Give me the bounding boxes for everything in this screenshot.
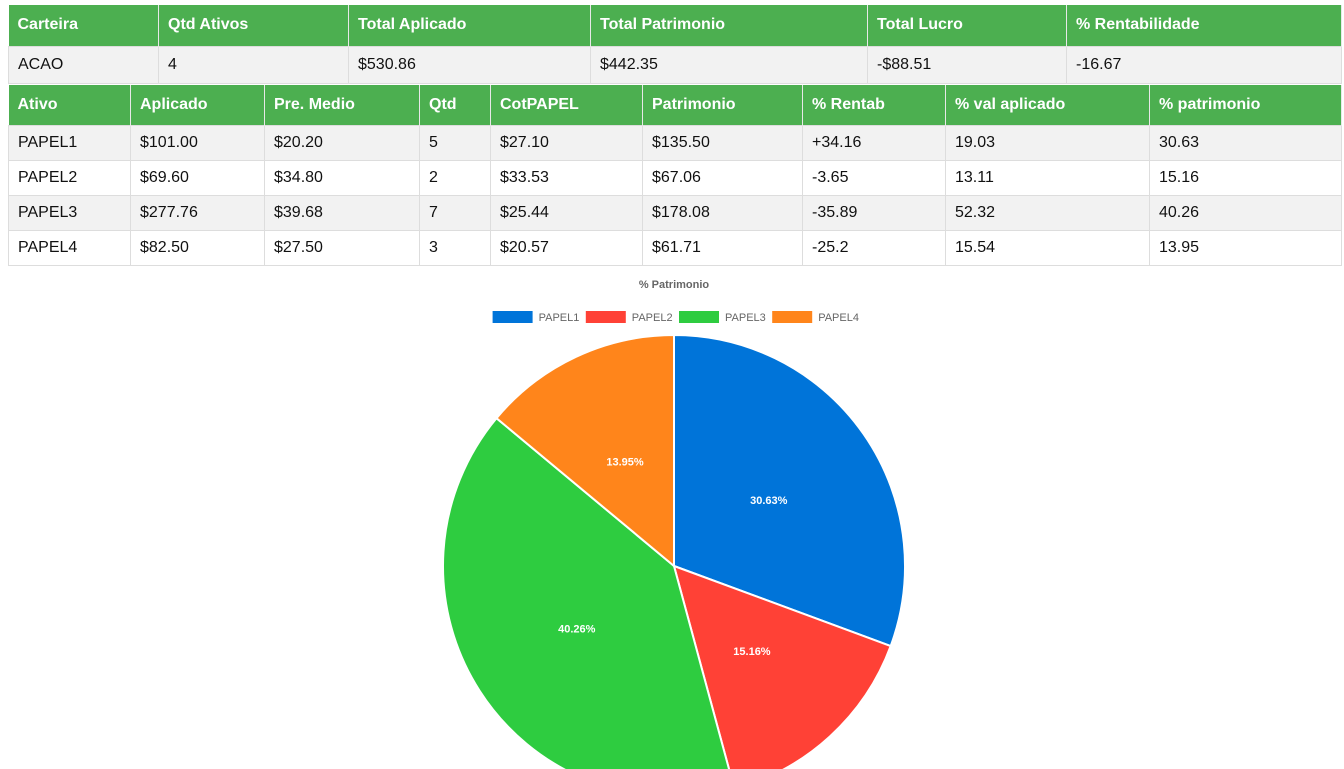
asset-cell: $67.06	[642, 160, 803, 196]
asset-cell: 19.03	[945, 125, 1150, 161]
summary-header-cell: Total Aplicado	[348, 5, 591, 46]
legend-swatch	[772, 311, 813, 323]
summary-cell: ACAO	[8, 45, 159, 84]
asset-cell: $101.00	[130, 125, 265, 161]
chart-legend: PAPEL1 PAPEL2 PAPEL3 PAPEL4	[492, 311, 859, 324]
pie-slice-papel2[interactable]	[672, 564, 892, 769]
summary-table: Carteira Qtd Ativos Total Aplicado Total…	[8, 5, 1342, 84]
asset-cell: PAPEL2	[8, 160, 131, 196]
chart-title: % Patrimonio	[639, 279, 710, 291]
asset-cell: 3	[419, 230, 491, 266]
asset-cell: PAPEL4	[8, 230, 131, 266]
summary-cell: 4	[158, 45, 349, 84]
pie-slice-papel1[interactable]	[673, 333, 906, 648]
asset-row: PAPEL2 $69.60 $34.80 2 $33.53 $67.06 -3.65 13.1…	[8, 160, 1342, 196]
asset-cell: 15.54	[945, 230, 1150, 266]
assets-header-cell: % patrimonio	[1149, 84, 1342, 126]
asset-cell: 13.11	[945, 160, 1150, 196]
summary-row: ACAO 4 $530.86 $442.35 -$88.51 -16.67	[8, 45, 1342, 84]
asset-cell: $135.50	[642, 125, 803, 161]
asset-cell: PAPEL1	[8, 125, 131, 161]
summary-header-cell: Qtd Ativos	[158, 5, 349, 46]
assets-header-cell: CotPAPEL	[490, 84, 643, 126]
asset-cell: $39.68	[264, 195, 420, 231]
assets-header-cell: Qtd	[419, 84, 491, 126]
legend-label: PAPEL2	[632, 312, 673, 324]
asset-cell: 30.63	[1149, 125, 1342, 161]
slice-label: 15.16%	[733, 646, 771, 658]
summary-header-cell: Total Patrimonio	[590, 5, 868, 46]
patrimonio-pie-chart: % Patrimonio PAPEL1 PAPEL2 PAPEL3 PAPEL4 30…	[442, 279, 906, 769]
asset-cell: $20.57	[490, 230, 643, 266]
asset-cell: $82.50	[130, 230, 265, 266]
asset-cell: $178.08	[642, 195, 803, 231]
legend-swatch	[585, 311, 626, 323]
assets-header-cell: Pre. Medio	[264, 84, 420, 126]
asset-cell: 52.32	[945, 195, 1150, 231]
summary-cell: $442.35	[590, 45, 868, 84]
legend-swatch	[492, 311, 533, 323]
summary-cell: -$88.51	[867, 45, 1067, 84]
slice-label: 40.26%	[558, 623, 596, 635]
asset-cell: 15.16	[1149, 160, 1342, 196]
legend-item[interactable]: PAPEL4	[772, 311, 859, 324]
asset-cell: $25.44	[490, 195, 643, 231]
asset-cell: $27.50	[264, 230, 420, 266]
asset-cell: -25.2	[802, 230, 946, 266]
asset-cell: $61.71	[642, 230, 803, 266]
summary-cell: -16.67	[1066, 45, 1342, 84]
pie-slice-labels: 30.63% 15.16% 40.26% 13.95%	[558, 456, 788, 658]
legend-item[interactable]: PAPEL2	[585, 311, 673, 324]
pie-slice-papel3[interactable]	[442, 416, 734, 769]
summary-header-cell: Total Lucro	[867, 5, 1067, 46]
asset-cell: $27.10	[490, 125, 643, 161]
assets-header-row: Ativo Aplicado Pre. Medio Qtd CotPAPEL P…	[8, 84, 1342, 126]
asset-cell: $20.20	[264, 125, 420, 161]
summary-header-cell: % Rentabilidade	[1066, 5, 1342, 46]
asset-cell: 2	[419, 160, 491, 196]
asset-cell: $34.80	[264, 160, 420, 196]
assets-header-cell: Patrimonio	[642, 84, 803, 126]
asset-cell: $277.76	[130, 195, 265, 231]
summary-header-row: Carteira Qtd Ativos Total Aplicado Total…	[8, 5, 1342, 46]
assets-header-cell: % val aplicado	[945, 84, 1150, 126]
assets-body: PAPEL1 $101.00 $20.20 5 $27.10 $135.50 +34.16 1…	[8, 125, 1342, 266]
asset-cell: $33.53	[490, 160, 643, 196]
legend-label: PAPEL3	[725, 312, 766, 324]
pie-slices	[442, 333, 906, 769]
slice-label: 30.63%	[750, 495, 788, 507]
summary-header-cell: Carteira	[8, 5, 159, 46]
asset-cell: 40.26	[1149, 195, 1342, 231]
legend-label: PAPEL1	[539, 312, 580, 324]
slice-label: 13.95%	[606, 456, 644, 468]
asset-cell: $69.60	[130, 160, 265, 196]
assets-table: Ativo Aplicado Pre. Medio Qtd CotPAPEL P…	[8, 84, 1342, 266]
portfolio-container: Carteira Qtd Ativos Total Aplicado Total…	[8, 5, 1342, 266]
asset-cell: 5	[419, 125, 491, 161]
assets-header-cell: % Rentab	[802, 84, 946, 126]
assets-header-cell: Ativo	[8, 84, 131, 126]
asset-row: PAPEL4 $82.50 $27.50 3 $20.57 $61.71 -25.2 15.5…	[8, 230, 1342, 266]
asset-cell: -3.65	[802, 160, 946, 196]
asset-cell: 13.95	[1149, 230, 1342, 266]
asset-row: PAPEL1 $101.00 $20.20 5 $27.10 $135.50 +34.16 1…	[8, 125, 1342, 161]
summary-cell: $530.86	[348, 45, 591, 84]
legend-swatch	[679, 311, 719, 323]
assets-header-cell: Aplicado	[130, 84, 265, 126]
asset-row: PAPEL3 $277.76 $39.68 7 $25.44 $178.08 -35.89 5…	[8, 195, 1342, 231]
legend-item[interactable]: PAPEL3	[679, 311, 766, 324]
pie-slice-papel4[interactable]	[495, 333, 675, 569]
asset-cell: -35.89	[802, 195, 946, 231]
asset-cell: 7	[419, 195, 491, 231]
asset-cell: PAPEL3	[8, 195, 131, 231]
legend-item[interactable]: PAPEL1	[492, 311, 580, 324]
legend-label: PAPEL4	[818, 312, 859, 324]
asset-cell: +34.16	[802, 125, 946, 161]
